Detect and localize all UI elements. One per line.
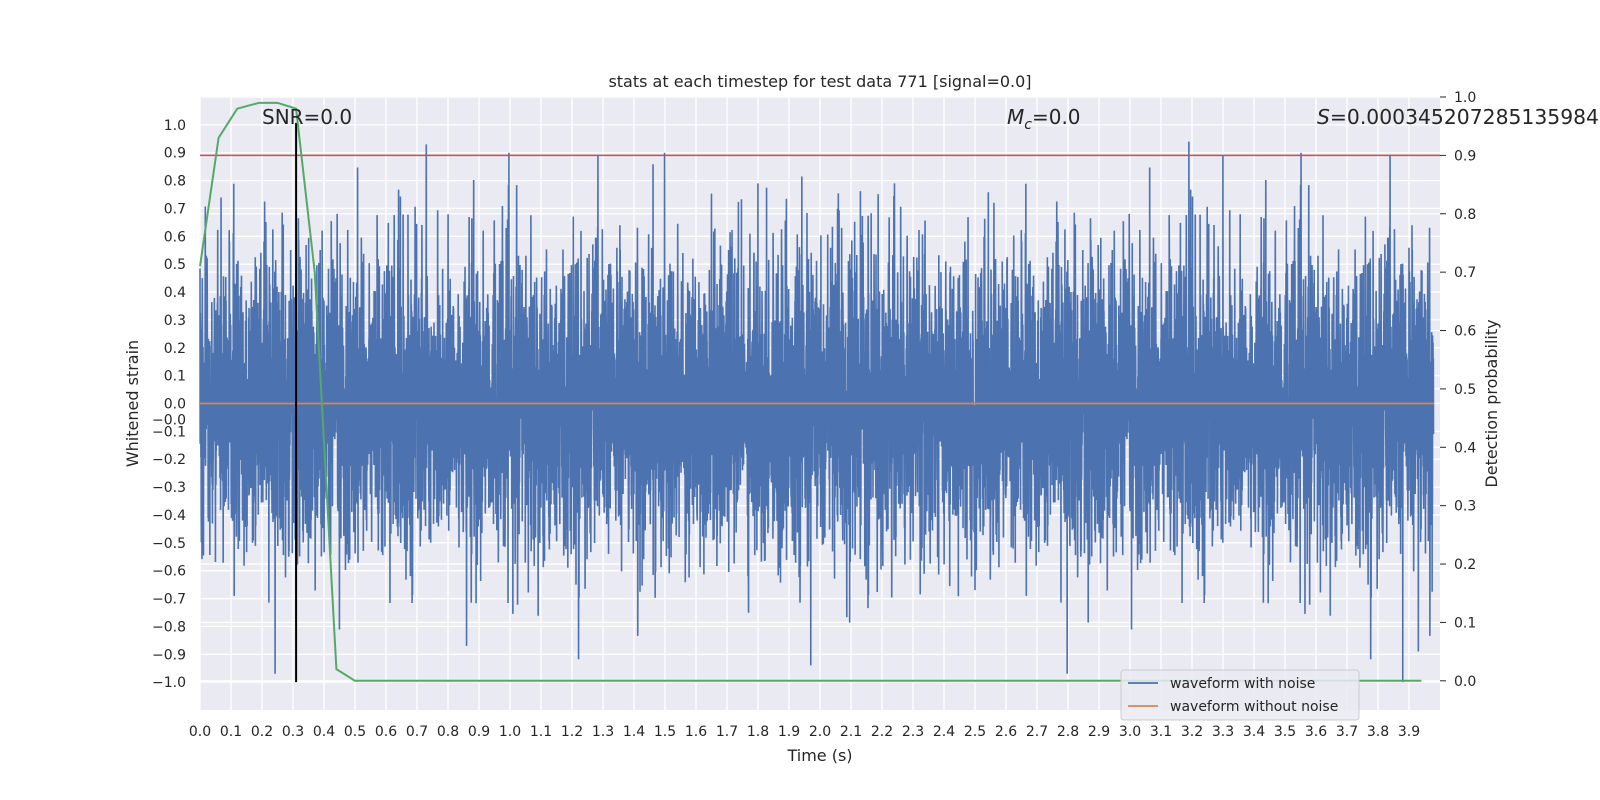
x-axis-label: Time (s): [786, 746, 852, 765]
y2-tick-label: 0.2: [1454, 557, 1476, 573]
x-tick-label: 0.4: [313, 724, 335, 740]
x-tick-label: 3.4: [1243, 724, 1265, 740]
y2-tick-label: 0.0: [1454, 674, 1476, 690]
y2-tick-labels: 1.0 0.9 0.8 0.7 0.6 0.5 0.4 0.3 0.2 0.1 0.0: [1440, 90, 1476, 690]
y-tick-label: 0.9: [164, 146, 186, 162]
series-waveform-with-noise: [199, 141, 1435, 683]
x-tick-label: 2.3: [902, 724, 924, 740]
annotation-mc: Mc=0.0: [1007, 105, 1081, 133]
y2-tick-label: 0.1: [1454, 615, 1476, 631]
series-line-waveform-with-noise: [199, 141, 1435, 683]
y-tick-label: 0.6: [164, 229, 186, 245]
x-tick-label: 3.1: [1150, 724, 1172, 740]
y2-axis-label: Detection probability: [1482, 319, 1501, 487]
y-tick-label: 0.8: [164, 174, 186, 190]
y-tick-label: 0.5: [164, 257, 186, 273]
x-tick-label: 3.3: [1212, 724, 1234, 740]
y2-tick-label: 0.6: [1454, 324, 1476, 340]
annotation-s-value: =0.000345207285135984: [1330, 105, 1599, 129]
x-tick-label: 1.6: [685, 724, 707, 740]
annotation-mc-symbol: M: [1007, 105, 1024, 129]
y-tick-label: −0.1: [152, 424, 186, 440]
annotation-s: S=0.000345207285135984: [1317, 105, 1599, 129]
y-tick-label: 0.4: [164, 285, 186, 301]
chart-title: stats at each timestep for test data 771…: [608, 72, 1031, 91]
x-tick-label: 1.9: [778, 724, 800, 740]
x-tick-label: 3.9: [1398, 724, 1420, 740]
y-tick-label: −0.5: [152, 536, 186, 552]
x-tick-label: 0.7: [406, 724, 428, 740]
x-tick-label: 0.6: [375, 724, 397, 740]
x-tick-label: 2.6: [995, 724, 1017, 740]
x-tick-label: 0.0: [189, 724, 211, 740]
annotation-mc-value: =0.0: [1032, 105, 1081, 129]
x-tick-label: 1.4: [623, 724, 645, 740]
legend-entry: waveform with noise: [1170, 676, 1315, 692]
y-tick-labels: 1.00.90.80.70.60.50.40.30.20.10.0−0.0−0.…: [152, 118, 186, 691]
x-tick-label: 3.8: [1367, 724, 1389, 740]
y-tick-label: −0.8: [152, 619, 186, 635]
annotations: SNR=0.0 Mc=0.0 S=0.000345207285135984: [262, 105, 1599, 133]
x-tick-label: 1.1: [530, 724, 552, 740]
y-tick-label: −0.7: [152, 592, 186, 608]
annotation-snr: SNR=0.0: [262, 105, 352, 129]
x-tick-label: 1.2: [561, 724, 583, 740]
x-tick-label: 2.9: [1088, 724, 1110, 740]
x-tick-label: 0.8: [437, 724, 459, 740]
x-tick-label: 2.5: [964, 724, 986, 740]
y-tick-label: 1.0: [164, 118, 186, 134]
y-tick-label: 0.2: [164, 341, 186, 357]
x-tick-label: 0.2: [251, 724, 273, 740]
legend: waveform with noise waveform without nois…: [1120, 669, 1360, 721]
legend-entry: waveform without noise: [1170, 699, 1338, 715]
y-tick-label: −0.4: [152, 508, 186, 524]
annotation-s-symbol: S: [1317, 105, 1330, 129]
x-tick-labels: 0.0 0.1 0.2 0.3 0.4 0.5 0.6 0.7 0.8 0.9 1.0 1.1 1.2 1…: [189, 724, 1420, 740]
x-tick-label: 0.3: [282, 724, 304, 740]
annotation-mc-subscript: c: [1024, 117, 1032, 133]
x-tick-label: 1.7: [716, 724, 738, 740]
x-tick-label: 2.8: [1057, 724, 1079, 740]
x-tick-label: 3.0: [1119, 724, 1141, 740]
y2-tick-label: 0.3: [1454, 499, 1476, 515]
y-tick-label: −0.9: [152, 647, 186, 663]
y-tick-label: 0.1: [164, 369, 186, 385]
y2-tick-label: 1.0: [1454, 90, 1476, 106]
y2-tick-label: 0.5: [1454, 382, 1476, 398]
x-tick-label: 2.1: [840, 724, 862, 740]
y2-tick-label: 0.4: [1454, 440, 1476, 456]
x-tick-label: 0.9: [468, 724, 490, 740]
y-tick-label: −0.0: [152, 413, 186, 429]
x-tick-label: 1.8: [747, 724, 769, 740]
x-tick-label: 3.6: [1305, 724, 1327, 740]
y2-tick-label: 0.7: [1454, 265, 1476, 281]
y-tick-label: −1.0: [152, 675, 186, 691]
x-tick-label: 1.0: [499, 724, 521, 740]
x-tick-label: 0.5: [344, 724, 366, 740]
x-tick-label: 3.7: [1336, 724, 1358, 740]
x-tick-label: 1.3: [592, 724, 614, 740]
x-tick-label: 0.1: [220, 724, 242, 740]
y-axis-label: Whitened strain: [123, 340, 142, 467]
x-tick-label: 2.4: [933, 724, 955, 740]
legend-box: [1120, 669, 1360, 721]
y-tick-label: −0.6: [152, 564, 186, 580]
y-tick-label: −0.3: [152, 480, 186, 496]
y-tick-label: 0.0: [164, 397, 186, 413]
x-tick-label: 1.5: [654, 724, 676, 740]
y2-tick-label: 0.9: [1454, 148, 1476, 164]
x-tick-label: 3.2: [1181, 724, 1203, 740]
y-tick-label: 0.3: [164, 313, 186, 329]
x-tick-label: 2.0: [809, 724, 831, 740]
series-line-detection-probability: [199, 101, 1422, 682]
y-tick-label: −0.2: [152, 452, 186, 468]
series-detection-probability: [199, 101, 1422, 682]
y2-tick-label: 0.8: [1454, 207, 1476, 223]
x-tick-label: 3.5: [1274, 724, 1296, 740]
y-tick-label: 0.7: [164, 201, 186, 217]
x-tick-label: 2.2: [871, 724, 893, 740]
x-tick-label: 2.7: [1026, 724, 1048, 740]
